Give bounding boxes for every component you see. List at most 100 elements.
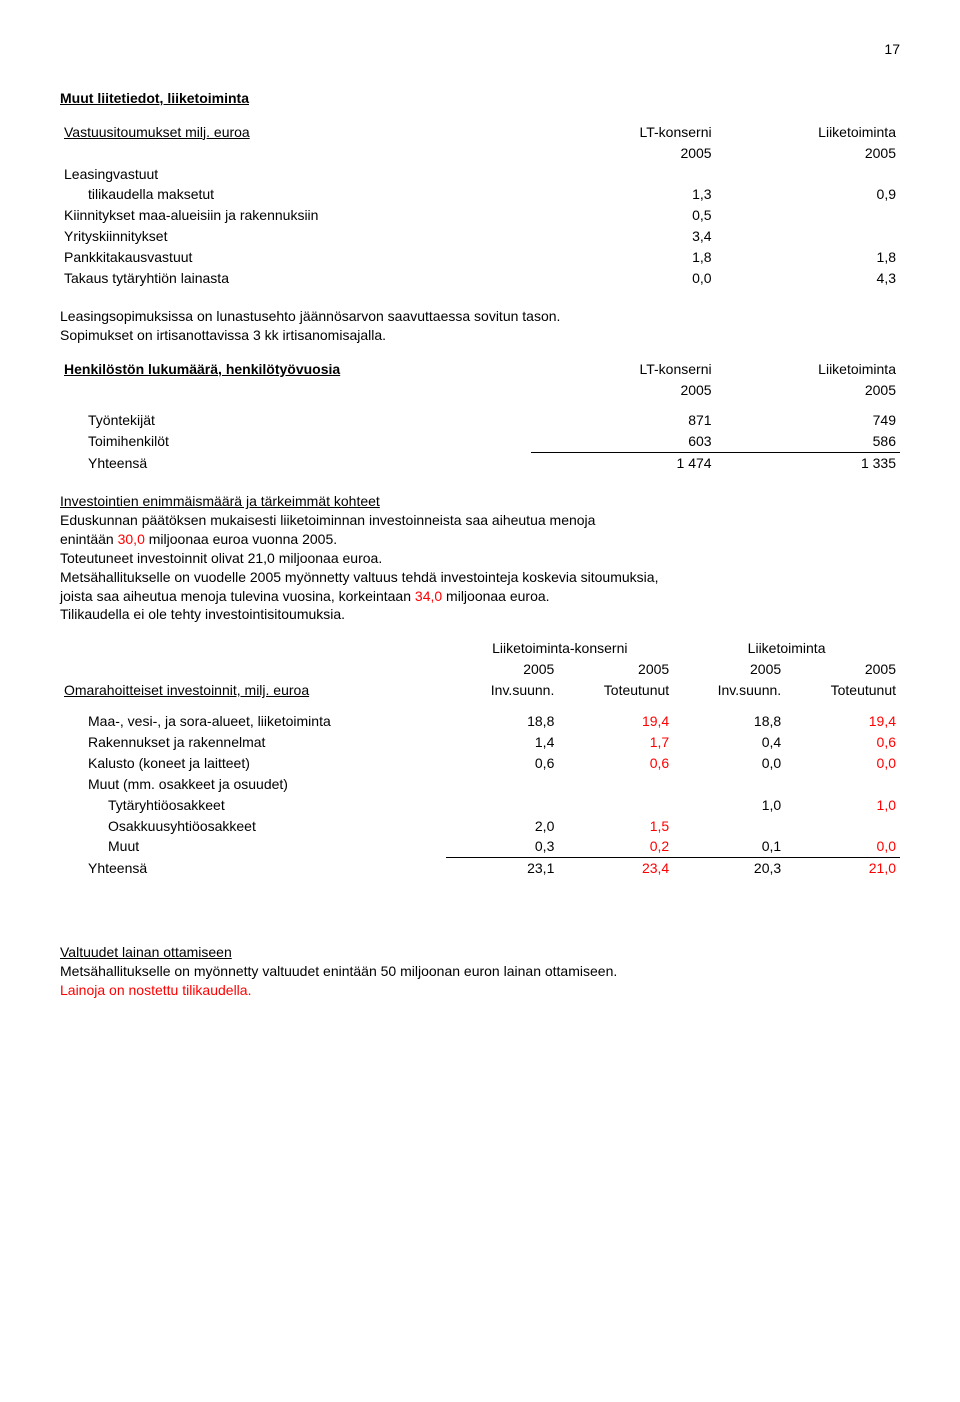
para-investments: Investointien enimmäismäärä ja tärkeimmä… xyxy=(60,492,900,624)
t3-sub1: Inv.suunn. xyxy=(446,680,558,701)
t1-col2: Liiketoiminta xyxy=(716,122,900,143)
para2a: Eduskunnan päätöksen mukaisesti liiketoi… xyxy=(60,512,595,528)
t1-r2-b: 0,9 xyxy=(716,184,900,205)
para1a: Leasingsopimuksissa on lunastusehto jään… xyxy=(60,308,560,324)
t3-r6-a: 2,0 xyxy=(446,816,558,837)
t3-r1-d: 19,4 xyxy=(785,711,900,732)
t2-col2: Liiketoiminta xyxy=(716,359,900,380)
t2-row-label: Henkilöstön lukumäärä, henkilötyövuosia xyxy=(60,359,531,380)
para2c: Toteutuneet investoinnit olivat 21,0 mil… xyxy=(60,550,382,566)
t3-r2-l: Rakennukset ja rakennelmat xyxy=(60,732,446,753)
t3-r1-l: Maa-, vesi-, ja sora-alueet, liiketoimin… xyxy=(60,711,446,732)
t3-r1-c: 18,8 xyxy=(673,711,785,732)
t3-sub2: Toteutunut xyxy=(558,680,673,701)
t1-col1: LT-konserni xyxy=(531,122,715,143)
t1-r4-label: Yrityskiinnitykset xyxy=(60,226,531,247)
t2-r1-a: 871 xyxy=(531,410,715,431)
t3-r7-l: Muut xyxy=(60,836,446,857)
t1-r1-label: Leasingvastuut xyxy=(60,164,531,185)
t2-r3-label: Yhteensä xyxy=(60,453,531,474)
t3-r3-l: Kalusto (koneet ja laitteet) xyxy=(60,753,446,774)
t3-r2-a: 1,4 xyxy=(446,732,558,753)
t1-r2-label: tilikaudella maksetut xyxy=(60,184,531,205)
para2b-red: 30,0 xyxy=(118,531,145,547)
t3-r2-d: 0,6 xyxy=(785,732,900,753)
t3-r6-b: 1,5 xyxy=(558,816,673,837)
t1-row-label: Vastuusitoumukset milj. euroa xyxy=(60,122,531,143)
t2-yr1: 2005 xyxy=(531,380,715,401)
t1-r5-a: 1,8 xyxy=(531,247,715,268)
t1-r3-a: 0,5 xyxy=(531,205,715,226)
para2d: Metsähallitukselle on vuodelle 2005 myön… xyxy=(60,569,658,585)
subhead3: Valtuudet lainan ottamiseen xyxy=(60,944,232,960)
t2-r2-label: Toimihenkilöt xyxy=(60,431,531,452)
t3-r7-c: 0,1 xyxy=(673,836,785,857)
table-commitments: Vastuusitoumukset milj. euroa LT-konsern… xyxy=(60,122,900,289)
t3-r6-l: Osakkuusyhtiöosakkeet xyxy=(60,816,446,837)
para2e-post: miljoonaa euroa. xyxy=(442,588,549,604)
t3-r8-a: 23,1 xyxy=(446,858,558,879)
t2-r3-a: 1 474 xyxy=(531,453,715,474)
para2b-pre: enintään xyxy=(60,531,118,547)
para1b: Sopimukset on irtisanottavissa 3 kk irti… xyxy=(60,327,386,343)
t3-yr-d: 2005 xyxy=(785,659,900,680)
t3-yr-c: 2005 xyxy=(673,659,785,680)
t1-r5-label: Pankkitakausvastuut xyxy=(60,247,531,268)
t3-r7-a: 0,3 xyxy=(446,836,558,857)
table-personnel: Henkilöstön lukumäärä, henkilötyövuosia … xyxy=(60,359,900,474)
t3-r3-a: 0,6 xyxy=(446,753,558,774)
t2-yr2: 2005 xyxy=(716,380,900,401)
t1-yr1: 2005 xyxy=(531,143,715,164)
t1-r4-a: 3,4 xyxy=(531,226,715,247)
t3-r1-a: 18,8 xyxy=(446,711,558,732)
t3-r4-l: Muut (mm. osakkeet ja osuudet) xyxy=(60,774,446,795)
t3-sub4: Toteutunut xyxy=(785,680,900,701)
t3-r2-b: 1,7 xyxy=(558,732,673,753)
t1-r5-b: 1,8 xyxy=(716,247,900,268)
t3-r1-b: 19,4 xyxy=(558,711,673,732)
para-leasing: Leasingsopimuksissa on lunastusehto jään… xyxy=(60,307,900,345)
t3-r3-d: 0,0 xyxy=(785,753,900,774)
t3-r2-c: 0,4 xyxy=(673,732,785,753)
t3-r5-c: 1,0 xyxy=(673,795,785,816)
t3-r8-b: 23,4 xyxy=(558,858,673,879)
t2-r3-b: 1 335 xyxy=(716,453,900,474)
t3-r8-l: Yhteensä xyxy=(60,858,446,879)
para3b: Lainoja on nostettu tilikaudella. xyxy=(60,982,251,998)
t3-r3-b: 0,6 xyxy=(558,753,673,774)
t3-r3-c: 0,0 xyxy=(673,753,785,774)
t1-r2-a: 1,3 xyxy=(531,184,715,205)
t3-row-label: Omarahoitteiset investoinnit, milj. euro… xyxy=(60,680,446,701)
t3-yr-b: 2005 xyxy=(558,659,673,680)
t1-r6-a: 0,0 xyxy=(531,268,715,289)
t2-col1: LT-konserni xyxy=(531,359,715,380)
t1-r6-b: 4,3 xyxy=(716,268,900,289)
t3-r5-l: Tytäryhtiöosakkeet xyxy=(60,795,446,816)
t3-h2: Liiketoiminta xyxy=(673,638,900,659)
subhead2: Investointien enimmäismäärä ja tärkeimmä… xyxy=(60,493,380,509)
t3-r8-c: 20,3 xyxy=(673,858,785,879)
para2e-red: 34,0 xyxy=(415,588,442,604)
para2b-post: miljoonaa euroa vuonna 2005. xyxy=(145,531,337,547)
section-title-1: Muut liitetiedot, liiketoiminta xyxy=(60,89,900,108)
t3-r7-b: 0,2 xyxy=(558,836,673,857)
t3-sub3: Inv.suunn. xyxy=(673,680,785,701)
t3-yr-a: 2005 xyxy=(446,659,558,680)
table-investments: Liiketoiminta-konserni Liiketoiminta 200… xyxy=(60,638,900,879)
t3-h1: Liiketoiminta-konserni xyxy=(446,638,673,659)
t2-r2-a: 603 xyxy=(531,431,715,452)
para-loans: Valtuudet lainan ottamiseen Metsähallitu… xyxy=(60,943,900,1000)
para2e-pre: joista saa aiheutua menoja tulevina vuos… xyxy=(60,588,415,604)
para2f: Tilikaudella ei ole tehty investointisit… xyxy=(60,606,345,622)
page-number: 17 xyxy=(60,40,900,59)
t1-r6-label: Takaus tytäryhtiön lainasta xyxy=(60,268,531,289)
t2-r1-b: 749 xyxy=(716,410,900,431)
t1-r3-label: Kiinnitykset maa-alueisiin ja rakennuksi… xyxy=(60,205,531,226)
t2-r2-b: 586 xyxy=(716,431,900,452)
t1-yr2: 2005 xyxy=(716,143,900,164)
t3-r7-d: 0,0 xyxy=(785,836,900,857)
t3-r5-d: 1,0 xyxy=(785,795,900,816)
t2-r1-label: Työntekijät xyxy=(60,410,531,431)
para3a: Metsähallitukselle on myönnetty valtuude… xyxy=(60,963,617,979)
t3-r8-d: 21,0 xyxy=(785,858,900,879)
